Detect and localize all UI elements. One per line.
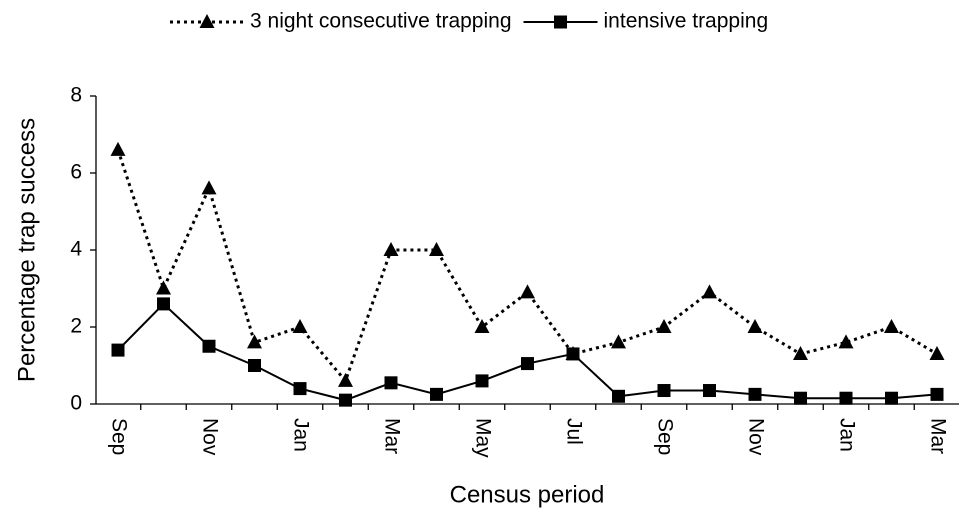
marker [885, 391, 898, 405]
x-tick-label: Jul [562, 418, 585, 445]
marker [611, 334, 626, 349]
x-tick-label: May [471, 418, 494, 458]
marker [657, 384, 671, 398]
marker [247, 334, 262, 349]
marker [202, 339, 216, 353]
y-tick-label: 8 [70, 84, 82, 107]
legend-marker [554, 15, 568, 29]
marker [429, 242, 444, 256]
marker [930, 387, 944, 401]
marker [838, 334, 854, 349]
marker [201, 180, 217, 195]
marker [612, 389, 625, 403]
marker [430, 387, 443, 401]
x-tick-label: Mar [926, 418, 949, 454]
y-tick-label: 4 [70, 238, 82, 261]
marker [702, 284, 717, 299]
y-tick-label: 0 [70, 392, 82, 415]
marker [474, 319, 490, 333]
x-tick-label: Nov [198, 418, 221, 456]
marker [338, 372, 353, 387]
marker [111, 343, 125, 357]
marker [293, 382, 307, 396]
marker [748, 387, 762, 401]
legend-label: 3 night consecutive trapping [250, 10, 512, 33]
marker [110, 141, 126, 156]
y-axis-title: Percentage trap success [13, 118, 40, 382]
marker [157, 297, 170, 311]
marker [794, 391, 807, 405]
marker [383, 242, 399, 256]
marker [248, 359, 261, 372]
legend-label: intensive trapping [604, 10, 769, 33]
marker [520, 284, 535, 299]
x-tick-label: Mar [380, 418, 403, 454]
x-tick-label: Jan [835, 418, 858, 452]
marker [839, 391, 853, 405]
marker [747, 319, 763, 333]
y-tick-label: 6 [70, 161, 82, 184]
marker [384, 376, 398, 390]
marker [656, 319, 672, 333]
series-line [116, 149, 938, 384]
marker [475, 374, 489, 388]
x-tick-label: Nov [744, 418, 767, 456]
x-tick-label: Sep [653, 418, 676, 455]
legend-marker [199, 14, 215, 28]
marker [884, 319, 899, 333]
marker [703, 384, 716, 398]
marker [929, 345, 945, 360]
x-tick-label: Sep [107, 418, 130, 455]
marker [793, 345, 808, 360]
marker [566, 347, 580, 361]
y-tick-label: 2 [70, 315, 82, 338]
x-tick-label: Jan [289, 418, 312, 452]
marker [156, 280, 171, 295]
marker [521, 357, 534, 371]
marker [339, 393, 352, 407]
x-axis-title: Census period [450, 481, 605, 508]
marker [292, 319, 308, 333]
